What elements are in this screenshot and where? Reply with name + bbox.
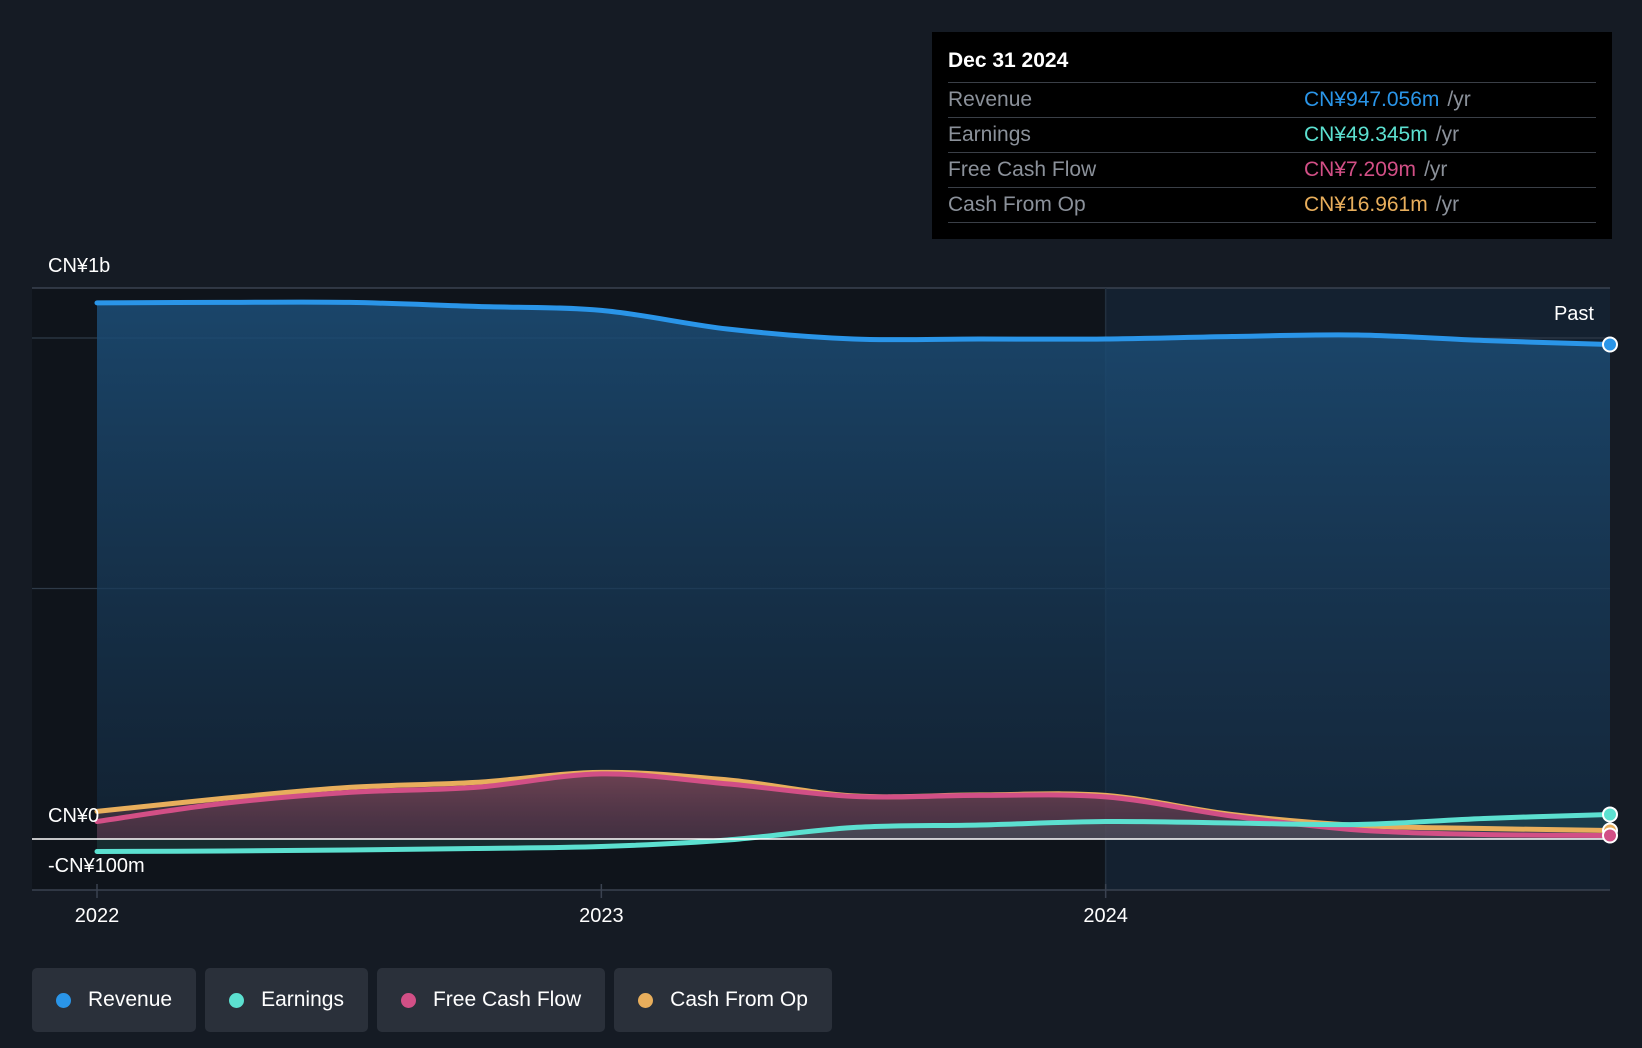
legend-item-free-cash-flow[interactable]: Free Cash Flow xyxy=(376,968,606,1032)
y-tick-label: -CN¥100m xyxy=(48,855,145,877)
x-tick-label: 2024 xyxy=(1083,905,1128,927)
tooltip-value: CN¥7.209m xyxy=(1304,158,1417,181)
legend-dot-icon xyxy=(638,992,654,1008)
tooltip-unit: /yr xyxy=(1447,88,1471,111)
revenue-end-marker xyxy=(1602,336,1618,353)
earnings-line xyxy=(94,812,1613,854)
tooltip-unit: /yr xyxy=(1435,123,1460,146)
tooltip-row-free-cash-flow: Free Cash Flow CN¥7.209m /yr xyxy=(948,152,1596,187)
legend-label: Cash From Op xyxy=(670,988,808,1011)
tooltip-label: Cash From Op xyxy=(948,193,1086,216)
past-label: Past xyxy=(1554,303,1594,325)
tooltip-row-earnings: Earnings CN¥49.345m /yr xyxy=(948,117,1596,152)
legend-item-revenue[interactable]: Revenue xyxy=(32,968,197,1032)
legend: Revenue Earnings Free Cash Flow Cash Fro… xyxy=(32,968,832,1032)
legend-dot-icon xyxy=(56,992,71,1008)
earnings-end-marker xyxy=(1602,806,1618,823)
tooltip-row-cash-from-op: Cash From Op CN¥16.961m /yr xyxy=(948,187,1596,223)
tooltip-value: CN¥16.961m xyxy=(1304,193,1428,216)
legend-label: Revenue xyxy=(88,988,173,1011)
legend-item-earnings[interactable]: Earnings xyxy=(205,968,368,1032)
tooltip-unit: /yr xyxy=(1424,158,1448,181)
tooltip-value: CN¥947.056m xyxy=(1304,88,1440,111)
y-tick-label: CN¥0 xyxy=(48,805,99,827)
free-cash-flow-end-marker xyxy=(1602,827,1618,844)
tooltip-unit: /yr xyxy=(1435,193,1460,216)
revenue-area xyxy=(97,302,1610,839)
legend-label: Earnings xyxy=(261,988,344,1011)
legend-dot-icon xyxy=(229,992,245,1008)
tooltip-date: Dec 31 2024 xyxy=(948,49,1069,72)
tooltip: Dec 31 2024 Revenue CN¥947.056m /yr Earn… xyxy=(932,32,1612,239)
revenue-line xyxy=(94,299,1613,347)
legend-dot-icon xyxy=(400,992,416,1008)
tooltip-value: CN¥49.345m xyxy=(1304,123,1428,146)
tooltip-label: Earnings xyxy=(948,123,1031,146)
tooltip-row-revenue: Revenue CN¥947.056m /yr xyxy=(948,82,1596,117)
tooltip-label: Free Cash Flow xyxy=(948,158,1097,181)
free-cash-flow-line xyxy=(94,771,1613,838)
x-tick-label: 2022 xyxy=(75,905,120,927)
tooltip-label: Revenue xyxy=(948,88,1033,111)
legend-label: Free Cash Flow xyxy=(432,988,582,1011)
legend-item-cash-from-op[interactable]: Cash From Op xyxy=(614,968,832,1032)
x-tick-label: 2023 xyxy=(579,905,624,927)
y-tick-label: CN¥1b xyxy=(48,255,110,277)
